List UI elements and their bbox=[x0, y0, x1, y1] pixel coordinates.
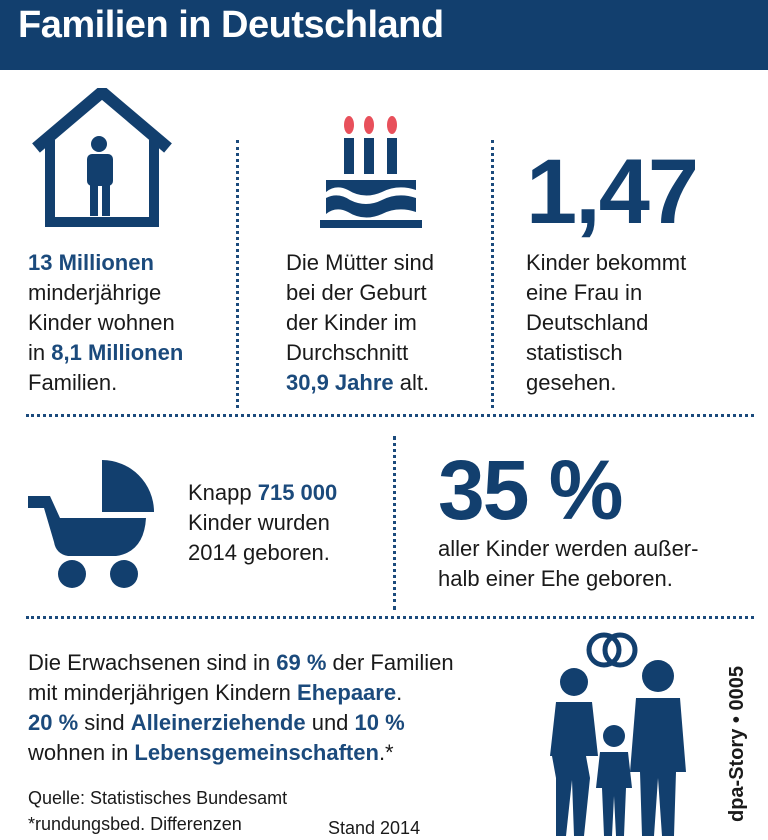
value-single-parent-share: 20 % bbox=[28, 710, 79, 735]
text-line: alt. bbox=[393, 370, 430, 395]
text-line: Knapp bbox=[188, 480, 258, 505]
title-bar bbox=[0, 0, 768, 70]
text-line: der Familien bbox=[326, 650, 454, 675]
text-line: . bbox=[396, 680, 403, 705]
text-line: minderjährige bbox=[28, 280, 162, 305]
text-line: wohnen in bbox=[28, 740, 135, 765]
text-line: Kinder wurden bbox=[188, 510, 330, 535]
value-births: 715 000 bbox=[257, 480, 338, 505]
text-line: eine Frau in bbox=[526, 280, 643, 305]
text-line: bei der Geburt bbox=[286, 280, 427, 305]
text-line: gesehen. bbox=[526, 370, 617, 395]
text-line: Die Erwachsenen sind in bbox=[28, 650, 277, 675]
house-icon bbox=[32, 88, 172, 228]
text-line: sind bbox=[78, 710, 131, 735]
text-line: statistisch bbox=[526, 340, 623, 365]
text-line: aller Kinder werden außer- bbox=[438, 536, 699, 561]
stroller-icon bbox=[26, 456, 156, 590]
source-text: Quelle: Statistisches Bundesamt bbox=[28, 788, 288, 808]
divider-horizontal bbox=[26, 616, 754, 619]
value-married-share: 69 % bbox=[276, 650, 327, 675]
text-line: halb einer Ehe geboren. bbox=[438, 566, 673, 591]
value-birth-rate: 1,47 bbox=[526, 141, 699, 243]
panel-mothers-text: Die Mütter sind bei der Geburt der Kinde… bbox=[286, 248, 434, 398]
value-out-of-wedlock: 35 % bbox=[438, 443, 623, 537]
text-line: und bbox=[305, 710, 355, 735]
panel-children-text: 13 Millionen minderjährige Kinder wohnen… bbox=[28, 248, 183, 398]
text-line: Durchschnitt bbox=[286, 340, 409, 365]
label-single-parents: Alleinerziehende bbox=[130, 710, 306, 735]
label-married-couples: Ehepaare bbox=[297, 680, 397, 705]
text-line: Kinder wohnen bbox=[28, 310, 175, 335]
text-line: mit minderjährigen Kindern bbox=[28, 680, 298, 705]
divider-vertical bbox=[236, 140, 239, 408]
value-children-count: 13 Millionen bbox=[28, 250, 154, 275]
value-family-count: 8,1 Millionen bbox=[51, 340, 184, 365]
panel-family-types-text: Die Erwachsenen sind in 69 % der Familie… bbox=[28, 648, 454, 768]
divider-vertical bbox=[393, 436, 396, 610]
text-line: Familien. bbox=[28, 370, 118, 395]
panel-birth-rate-text: Kinder bekommt eine Frau in Deutschland … bbox=[526, 248, 686, 398]
text-line: Kinder bekommt bbox=[526, 250, 687, 275]
text-line: in bbox=[28, 340, 52, 365]
page-title: Familien in Deutschland bbox=[18, 4, 444, 46]
text-line: Deutschland bbox=[526, 310, 649, 335]
text-line: 2014 geboren. bbox=[188, 540, 330, 565]
value-partnership-share: 10 % bbox=[354, 710, 405, 735]
divider-horizontal bbox=[26, 414, 754, 417]
text-line: der Kinder im bbox=[286, 310, 417, 335]
value-mother-age: 30,9 Jahre bbox=[286, 370, 394, 395]
divider-vertical bbox=[491, 140, 494, 408]
credit-text: dpa-Story • 0005 bbox=[726, 666, 748, 822]
family-icon bbox=[540, 656, 710, 840]
panel-births-text: Knapp 715 000 Kinder wurden 2014 geboren… bbox=[188, 478, 337, 568]
date-stamp: Stand 2014 bbox=[328, 818, 421, 838]
text-line: .* bbox=[378, 740, 394, 765]
panel-out-of-wedlock-text: aller Kinder werden außer- halb einer Eh… bbox=[438, 534, 698, 594]
text-line: Die Mütter sind bbox=[286, 250, 434, 275]
footnote-text: *rundungsbed. Differenzen bbox=[28, 814, 242, 834]
wedding-rings-icon bbox=[584, 630, 640, 670]
label-partnerships: Lebensgemeinschaften bbox=[134, 740, 379, 765]
birthday-cake-icon bbox=[318, 112, 428, 232]
